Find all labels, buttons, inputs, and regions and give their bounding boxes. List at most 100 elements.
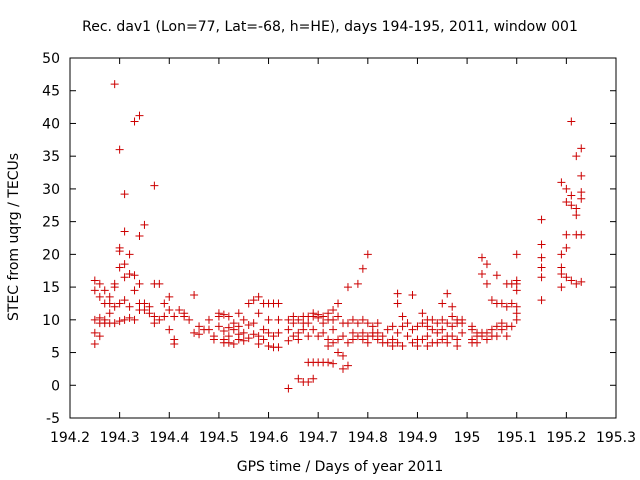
data-point <box>343 283 352 292</box>
data-point <box>433 328 442 337</box>
data-point <box>567 201 576 210</box>
data-point <box>249 296 258 305</box>
data-point <box>214 322 223 331</box>
data-point <box>353 279 362 288</box>
data-point <box>334 335 343 344</box>
data-point <box>448 332 457 341</box>
data-point <box>110 319 119 328</box>
data-point <box>100 286 109 295</box>
data-point <box>284 325 293 334</box>
data-point <box>567 276 576 285</box>
data-point <box>150 319 159 328</box>
data-point <box>254 309 263 318</box>
data-point <box>507 299 516 308</box>
data-point <box>90 286 99 295</box>
data-point <box>577 194 586 203</box>
data-point <box>274 343 283 352</box>
data-point <box>145 309 154 318</box>
y-tick-label: 50 <box>42 51 60 67</box>
data-point <box>502 332 511 341</box>
data-point <box>343 361 352 370</box>
data-point <box>557 250 566 259</box>
data-point <box>165 292 174 301</box>
data-point <box>294 315 303 324</box>
data-point <box>438 325 447 334</box>
data-point <box>329 315 338 324</box>
data-point <box>214 312 223 321</box>
data-point <box>95 279 104 288</box>
data-point <box>363 319 372 328</box>
data-point <box>343 338 352 347</box>
data-point <box>234 322 243 331</box>
data-point <box>577 230 586 239</box>
data-point <box>160 312 169 321</box>
data-point <box>473 338 482 347</box>
chart-title: Rec. dav1 (Lon=77, Lat=-68, h=HE), days … <box>82 19 578 35</box>
y-axis-label: STEC from uqrg / TECUs <box>6 153 22 321</box>
data-point <box>403 332 412 341</box>
data-point <box>334 348 343 357</box>
x-tick-label: 194.4 <box>149 430 189 446</box>
data-point <box>95 332 104 341</box>
data-point <box>125 270 134 278</box>
y-tick-label: 35 <box>42 149 60 165</box>
data-point <box>155 279 164 288</box>
y-axis: -5 0 5 10 15 20 25 30 35 40 45 50 <box>42 51 616 427</box>
data-point <box>120 273 129 282</box>
data-points <box>90 80 586 393</box>
x-axis-label: GPS time / Days of year 2011 <box>237 459 444 475</box>
data-point <box>477 332 486 341</box>
data-point <box>383 338 392 347</box>
data-point <box>130 271 139 280</box>
data-point <box>448 302 457 311</box>
data-point <box>125 250 134 259</box>
data-point <box>224 323 233 332</box>
data-point <box>348 335 357 344</box>
data-point <box>448 322 457 331</box>
data-point <box>244 299 253 308</box>
data-point <box>140 306 149 314</box>
x-tick-label: 194.7 <box>298 430 338 446</box>
data-point <box>314 332 323 341</box>
data-point <box>428 325 437 334</box>
data-point <box>110 283 119 292</box>
data-point <box>170 340 179 349</box>
data-point <box>368 332 377 341</box>
y-tick-label: 30 <box>42 182 60 198</box>
x-tick-label: 195 <box>454 430 481 446</box>
y-tick-label: 0 <box>51 378 60 394</box>
data-point <box>353 332 362 341</box>
data-point <box>572 211 581 220</box>
data-point <box>120 260 129 269</box>
data-point <box>458 319 467 328</box>
data-point <box>443 338 452 347</box>
data-point <box>482 260 491 269</box>
data-point <box>358 264 367 273</box>
data-point <box>373 319 382 328</box>
data-point <box>170 312 179 321</box>
data-point <box>562 273 571 282</box>
data-point <box>229 340 238 349</box>
data-point <box>329 359 338 368</box>
data-point <box>408 290 417 299</box>
data-point <box>254 292 263 301</box>
data-point <box>204 315 213 324</box>
data-point <box>284 315 293 324</box>
data-point <box>334 312 343 321</box>
data-point <box>195 322 204 331</box>
x-tick-label: 195.1 <box>497 430 537 446</box>
data-point <box>343 319 352 328</box>
data-point <box>249 330 258 339</box>
data-point <box>557 270 566 278</box>
data-point <box>319 319 328 328</box>
data-point <box>180 312 189 321</box>
data-point <box>572 152 581 161</box>
y-tick-label: 5 <box>51 346 60 362</box>
data-point <box>264 328 273 337</box>
data-point <box>90 340 99 349</box>
data-point <box>403 319 412 328</box>
data-point <box>562 184 571 193</box>
data-point <box>204 325 213 334</box>
data-point <box>274 315 283 324</box>
data-point <box>557 283 566 292</box>
